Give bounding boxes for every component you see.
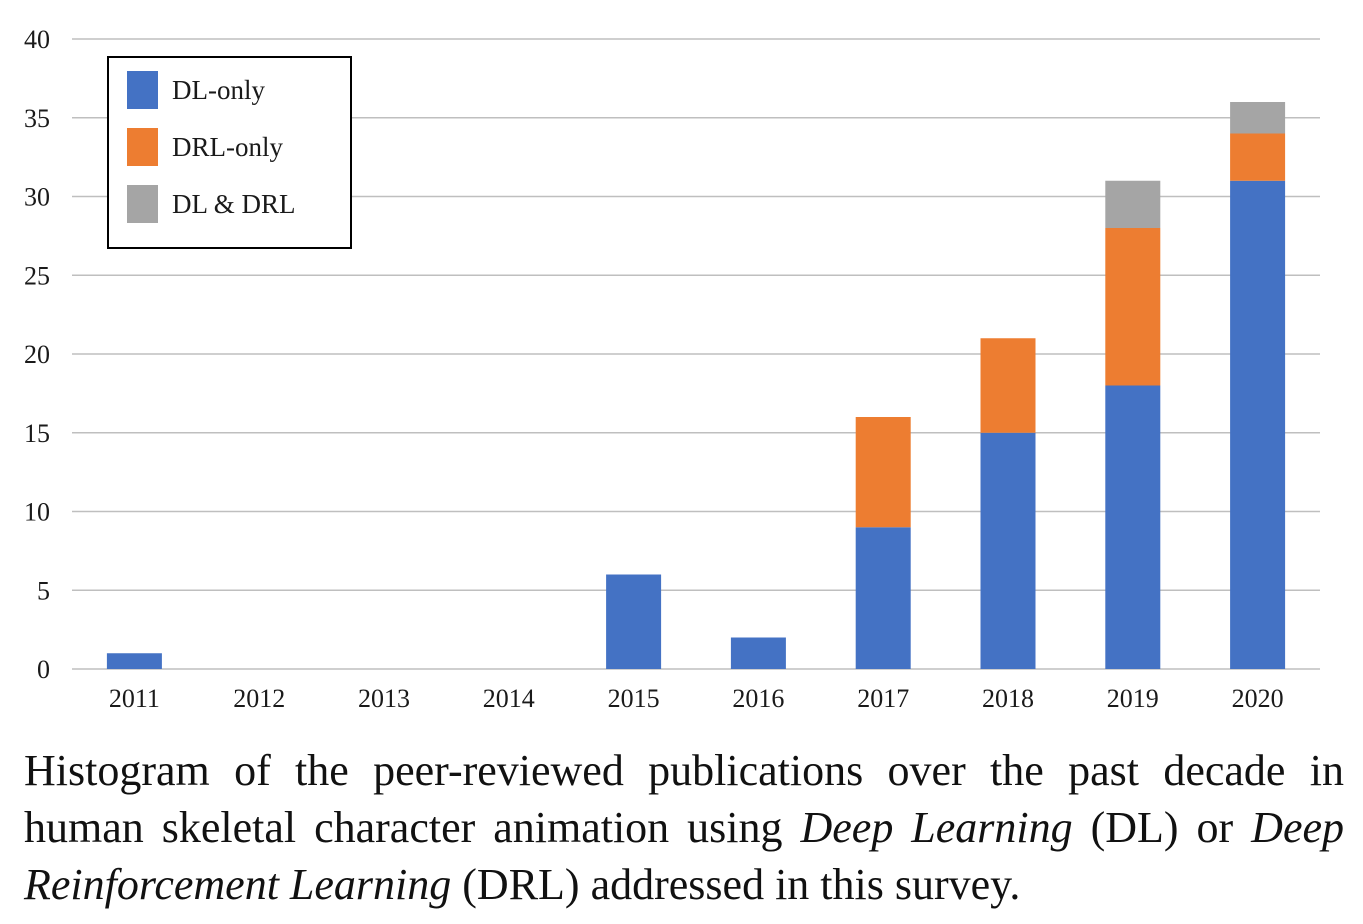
- legend-swatch-drl-only: [127, 128, 158, 166]
- y-tick-label-40: 40: [24, 25, 50, 54]
- x-tick-label-2011: 2011: [109, 684, 160, 713]
- y-tick-label-35: 35: [24, 104, 50, 133]
- bar-2011-dl-only: [106, 653, 162, 669]
- bar-2017-dl-only: [855, 527, 911, 669]
- bar-2017-drl-only: [855, 417, 911, 528]
- x-tick-label-2012: 2012: [233, 684, 285, 713]
- caption-emphasis-deep-reinforcement-learning: Deep Reinforcement Learning: [24, 803, 1345, 909]
- bar-2020-drl-only: [1230, 133, 1286, 181]
- legend: DL-only DRL-only DL & DRL: [107, 56, 352, 249]
- x-tick-label-2020: 2020: [1232, 684, 1284, 713]
- caption-emphasis-deep-learning: Deep Learning: [800, 803, 1073, 852]
- y-tick-label-10: 10: [24, 498, 50, 527]
- figure-caption: Histogram of the peer-reviewed publicati…: [24, 742, 1344, 913]
- bar-2015-dl-only: [606, 574, 662, 669]
- y-tick-label-25: 25: [24, 261, 50, 290]
- caption-text-2: (DL) or: [1072, 803, 1252, 852]
- bar-2020-dl-drl: [1230, 102, 1286, 134]
- x-tick-label-2018: 2018: [982, 684, 1034, 713]
- bar-2019-dl-drl: [1105, 180, 1161, 228]
- y-axis-tick-labels: 0 5 10 15 20 25 30 35 40: [24, 25, 50, 684]
- legend-swatch-dl-only: [127, 71, 158, 109]
- y-tick-label-20: 20: [24, 340, 50, 369]
- y-tick-label-30: 30: [24, 183, 50, 212]
- x-tick-label-2016: 2016: [732, 684, 784, 713]
- x-tick-label-2014: 2014: [483, 684, 535, 713]
- legend-swatch-dl-drl: [127, 185, 158, 223]
- x-axis-tick-labels: 2011 2012 2013 2014 2015 2016 2017 2018 2019 2020: [109, 684, 1284, 713]
- x-tick-label-2017: 2017: [857, 684, 909, 713]
- bars: [106, 102, 1286, 669]
- x-tick-label-2015: 2015: [608, 684, 660, 713]
- chart-area: 0 5 10 15 20 25 30 35 40 2011 2012 2013 2014 2015 201…: [24, 25, 1320, 713]
- bar-2016-dl-only: [730, 637, 786, 669]
- bar-2020-dl-only: [1230, 180, 1286, 669]
- y-tick-label-5: 5: [37, 576, 50, 605]
- caption-text-1: Histogram of the peer-reviewed publicati…: [24, 746, 1344, 852]
- bar-2018-drl-only: [980, 338, 1036, 433]
- bar-2018-dl-only: [980, 432, 1036, 669]
- bar-2019-dl-only: [1105, 385, 1161, 669]
- x-tick-label-2013: 2013: [358, 684, 410, 713]
- y-tick-label-15: 15: [24, 419, 50, 448]
- legend-label-dl-drl: DL & DRL: [172, 189, 296, 219]
- caption-text-3: (DRL) addressed in this survey.: [451, 860, 1021, 909]
- bar-2019-drl-only: [1105, 228, 1161, 386]
- legend-label-drl-only: DRL-only: [172, 132, 283, 162]
- x-tick-label-2019: 2019: [1107, 684, 1159, 713]
- legend-label-dl-only: DL-only: [172, 75, 265, 105]
- y-tick-label-0: 0: [37, 655, 50, 684]
